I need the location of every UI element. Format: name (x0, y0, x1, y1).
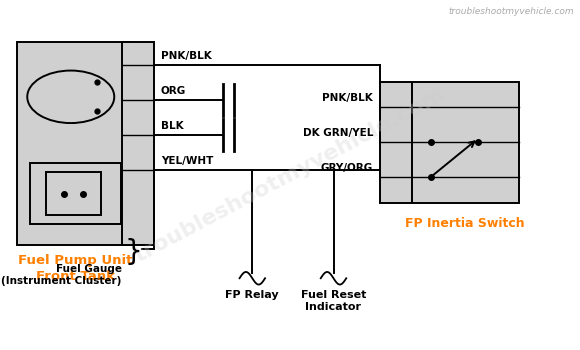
Text: PNK/BLK: PNK/BLK (161, 50, 212, 61)
Text: Fuel Reset
Indicator: Fuel Reset Indicator (301, 290, 366, 312)
Text: DK GRN/YEL: DK GRN/YEL (303, 127, 373, 138)
Text: BLK: BLK (161, 120, 183, 131)
Text: FP Relay: FP Relay (226, 290, 279, 301)
Text: troubleshootmyvehicle.com: troubleshootmyvehicle.com (448, 7, 574, 16)
Text: PNK/BLK: PNK/BLK (322, 92, 373, 103)
Text: Fuel Gauge
(Instrument Cluster): Fuel Gauge (Instrument Cluster) (1, 264, 122, 286)
Bar (380, 82, 412, 203)
Text: GRY/ORG: GRY/ORG (321, 162, 373, 173)
Text: ORG: ORG (161, 85, 186, 96)
Bar (122, 42, 154, 245)
Text: YEL/WHT: YEL/WHT (161, 155, 213, 166)
Bar (46, 172, 101, 215)
Text: }: } (125, 238, 143, 266)
Bar (30, 163, 121, 224)
Text: troubleshootmyvehicle.com: troubleshootmyvehicle.com (131, 84, 449, 266)
Text: Fuel Pump Unit
Front Tank: Fuel Pump Unit Front Tank (18, 254, 133, 283)
Bar (412, 82, 519, 203)
Text: FP Inertia Switch: FP Inertia Switch (405, 217, 525, 230)
Bar (17, 42, 133, 245)
